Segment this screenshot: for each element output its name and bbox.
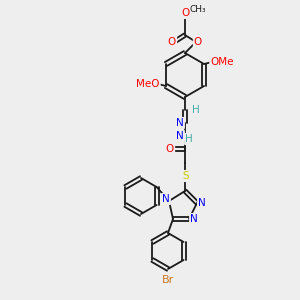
Text: N: N	[176, 118, 184, 128]
Text: OMe: OMe	[210, 57, 234, 67]
Text: O: O	[181, 8, 189, 18]
Text: N: N	[198, 198, 206, 208]
Text: CH₃: CH₃	[189, 5, 206, 14]
Text: S: S	[183, 171, 189, 181]
Text: N: N	[162, 194, 170, 204]
Text: O: O	[166, 144, 174, 154]
Text: O: O	[194, 37, 202, 47]
Text: N: N	[176, 131, 184, 141]
Text: Br: Br	[162, 275, 174, 285]
Text: N: N	[190, 214, 198, 224]
Text: MeO: MeO	[136, 79, 160, 89]
Text: O: O	[168, 37, 176, 47]
Text: H: H	[185, 134, 193, 144]
Text: H: H	[192, 105, 200, 115]
